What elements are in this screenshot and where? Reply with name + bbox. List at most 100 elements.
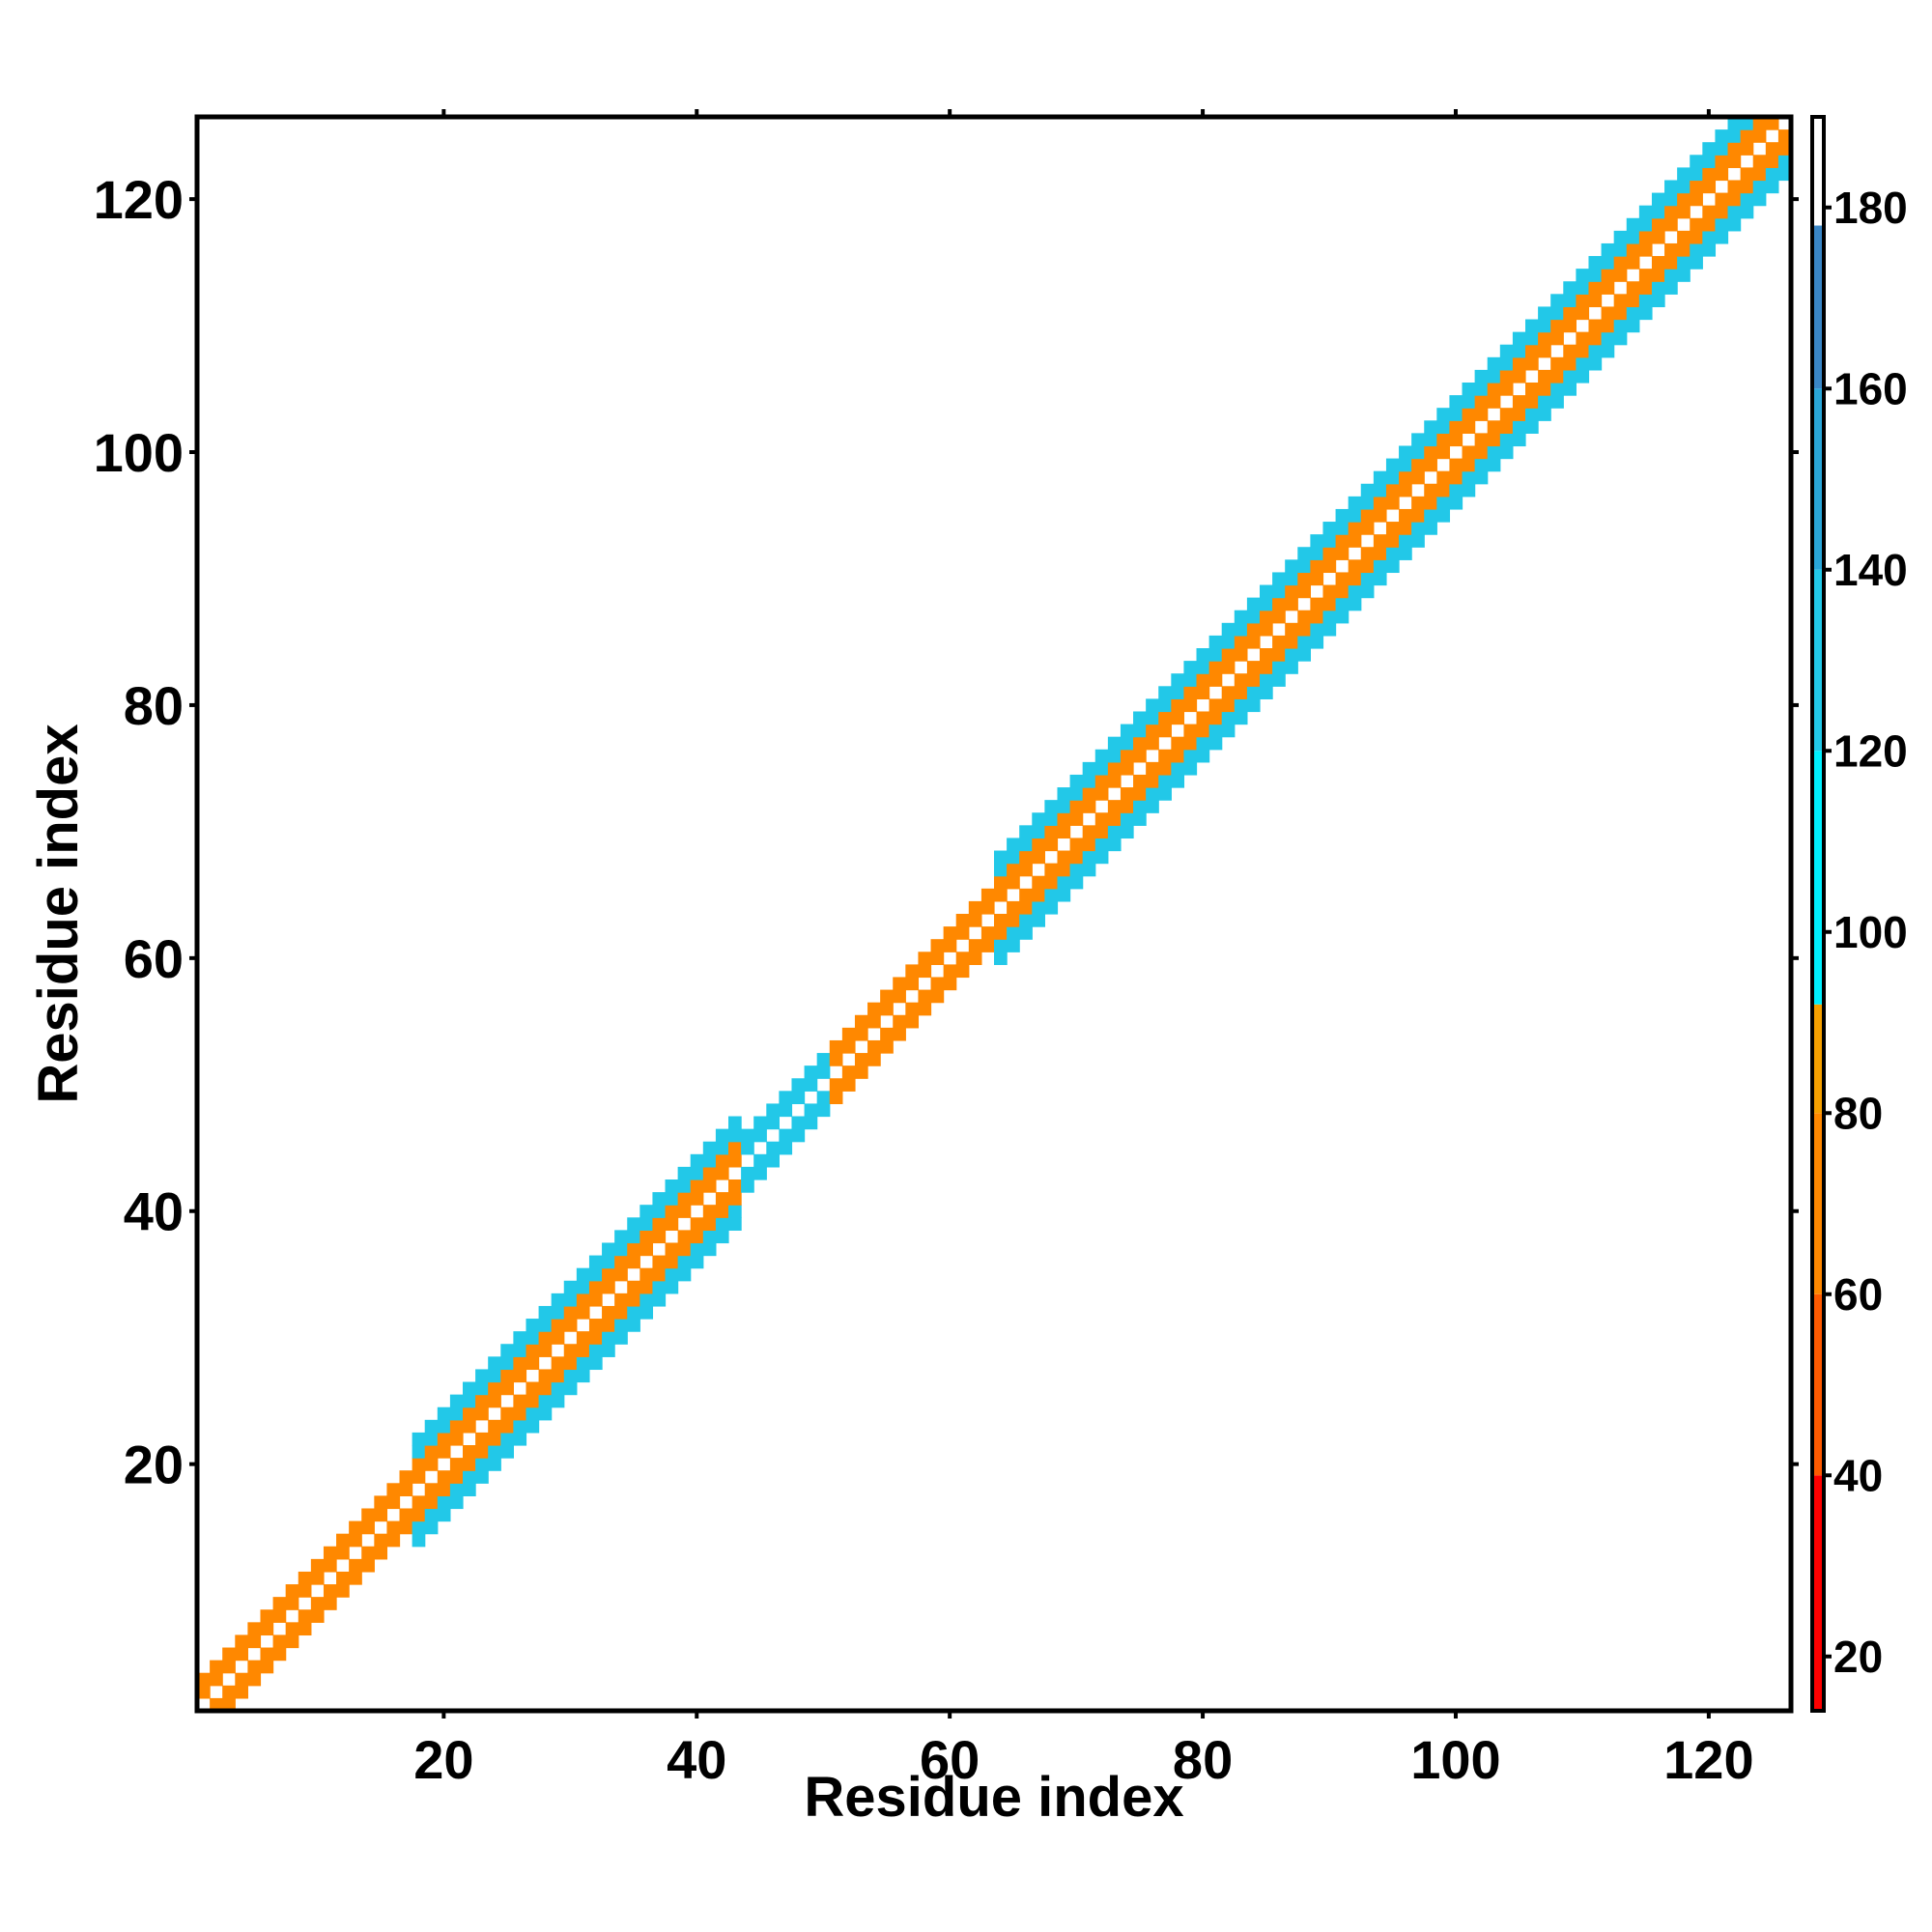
heatmap-cell xyxy=(1727,142,1742,156)
heatmap-cell xyxy=(1019,863,1033,877)
heatmap-cell xyxy=(1474,470,1489,485)
heatmap-cell xyxy=(1588,344,1603,358)
heatmap-cell xyxy=(614,1305,628,1320)
heatmap-cell xyxy=(1462,383,1476,396)
heatmap-cell xyxy=(1285,559,1298,574)
heatmap-cell xyxy=(1360,522,1375,535)
heatmap-cell xyxy=(1613,269,1628,282)
heatmap-cell xyxy=(602,1242,615,1257)
heatmap-cell xyxy=(893,977,906,991)
heatmap-cell xyxy=(449,1495,464,1510)
heatmap-cell xyxy=(513,1406,527,1421)
heatmap-cell xyxy=(1626,242,1640,257)
x-axis: 20 40 60 80 100 120 xyxy=(413,109,1754,1790)
heatmap-cell xyxy=(424,1419,439,1434)
heatmap-cell xyxy=(690,1217,704,1231)
heatmap-cell xyxy=(1094,825,1109,839)
heatmap-cell xyxy=(1310,635,1324,649)
heatmap-cell xyxy=(1487,458,1501,472)
heatmap-cell xyxy=(1297,584,1311,599)
heatmap-cell xyxy=(930,977,945,991)
heatmap-cell xyxy=(551,1381,565,1396)
heatmap-cell xyxy=(1499,344,1514,358)
heatmap-cell xyxy=(576,1305,590,1320)
heatmap-cell xyxy=(1158,761,1172,776)
heatmap-cell xyxy=(980,926,995,940)
heatmap-cell xyxy=(1550,395,1564,409)
colorbar: 20 40 60 80 100 120 140 160 180 xyxy=(1810,115,1908,1713)
heatmap-cell xyxy=(1120,800,1134,813)
heatmap-cell xyxy=(1348,496,1362,510)
heatmap-cell xyxy=(1120,825,1134,839)
heatmap-cell xyxy=(1436,445,1451,460)
heatmap-cell xyxy=(1260,661,1273,674)
colorbar-band xyxy=(1812,1004,1824,1114)
heatmap-cell xyxy=(1082,774,1096,788)
heatmap-cell xyxy=(816,1103,831,1118)
heatmap-cell xyxy=(488,1369,501,1383)
heatmap-cell xyxy=(1512,420,1526,434)
heatmap-cell xyxy=(1133,724,1147,738)
heatmap-cell xyxy=(728,1128,742,1143)
heatmap-cell xyxy=(272,1597,287,1610)
heatmap-cell xyxy=(1120,812,1134,826)
heatmap-cell xyxy=(285,1597,299,1610)
heatmap-cell xyxy=(1727,217,1742,232)
heatmap-cell xyxy=(1260,673,1273,687)
heatmap-cell xyxy=(1057,863,1071,877)
heatmap-cell xyxy=(602,1267,615,1282)
heatmap-cell xyxy=(1234,686,1248,699)
heatmap-cell xyxy=(475,1406,489,1421)
heatmap-cell xyxy=(968,900,982,915)
heatmap-cell xyxy=(235,1672,248,1687)
heatmap-cell xyxy=(513,1432,527,1446)
heatmap-cell xyxy=(1208,736,1223,751)
heatmap-cell xyxy=(1272,648,1286,662)
heatmap-cell xyxy=(463,1394,476,1408)
heatmap-cell xyxy=(728,1179,742,1193)
heatmap-cell xyxy=(905,964,920,979)
heatmap-cell xyxy=(1044,812,1059,826)
heatmap-cell xyxy=(576,1280,590,1294)
heatmap-cell xyxy=(374,1546,388,1560)
heatmap-cell xyxy=(1399,522,1412,535)
heatmap-cell xyxy=(614,1293,628,1307)
colorbar-band xyxy=(1812,1293,1824,1476)
heatmap-cell xyxy=(1777,129,1792,143)
heatmap-cell xyxy=(310,1609,325,1623)
heatmap-cell xyxy=(1348,584,1362,599)
heatmap-cell xyxy=(854,1053,868,1066)
heatmap-cell xyxy=(867,1002,881,1016)
y-tick-label: 100 xyxy=(94,422,184,483)
heatmap-cell xyxy=(867,1039,881,1054)
heatmap-cell xyxy=(665,1192,679,1206)
heatmap-cell xyxy=(867,1014,881,1029)
heatmap-cell xyxy=(386,1533,401,1548)
heatmap-cell xyxy=(1019,838,1033,852)
heatmap-cell xyxy=(1576,306,1590,321)
heatmap-cell xyxy=(526,1356,540,1371)
heatmap-cell xyxy=(1171,711,1185,725)
heatmap-cell xyxy=(1272,661,1286,674)
heatmap-cell xyxy=(437,1419,451,1434)
heatmap-cell xyxy=(728,1153,742,1168)
heatmap-cell xyxy=(943,926,957,940)
heatmap-cell xyxy=(1146,711,1159,725)
heatmap-cell xyxy=(538,1305,553,1320)
heatmap-cell xyxy=(1677,256,1690,270)
heatmap-cell xyxy=(210,1660,223,1674)
heatmap-cell xyxy=(1613,242,1628,257)
heatmap-cell xyxy=(1499,433,1514,447)
heatmap-cell xyxy=(463,1445,476,1459)
heatmap-cell xyxy=(1234,635,1248,649)
heatmap-cell xyxy=(1512,369,1526,384)
heatmap-cell xyxy=(779,1128,793,1143)
heatmap-cell xyxy=(1082,838,1096,852)
heatmap-cell xyxy=(1740,142,1754,156)
heatmap-cell xyxy=(677,1267,692,1282)
heatmap-cell xyxy=(968,952,982,965)
heatmap-cell xyxy=(1310,622,1324,637)
heatmap-cell xyxy=(1069,812,1084,826)
heatmap-cell xyxy=(1525,383,1539,396)
heatmap-cell xyxy=(1069,850,1084,865)
